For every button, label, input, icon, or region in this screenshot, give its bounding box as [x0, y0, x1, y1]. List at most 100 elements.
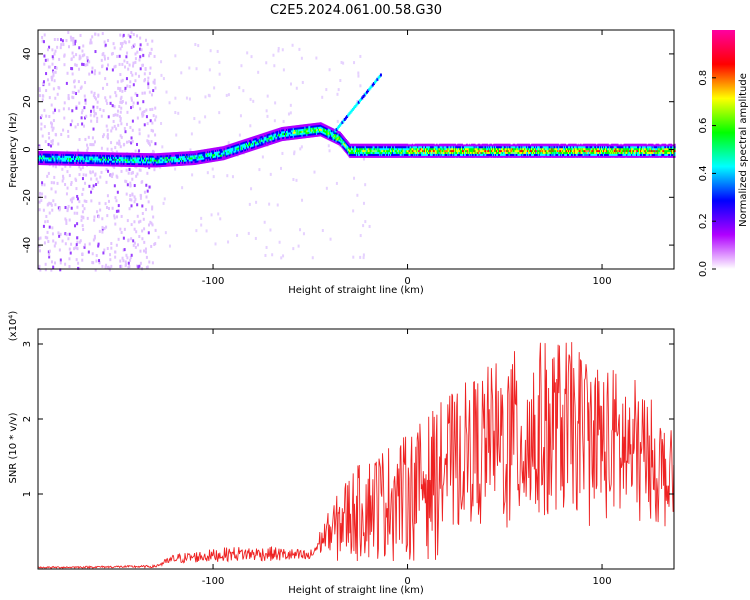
- spectrogram-cell: [387, 147, 389, 151]
- spectrogram-cell: [108, 154, 110, 157]
- spectrogram-cell: [294, 127, 297, 130]
- spectrogram-cell: [437, 155, 440, 158]
- spectrogram-cell: [59, 153, 61, 156]
- spectrogram-cell: [508, 153, 511, 156]
- spectrogram-cell: [540, 155, 543, 158]
- spectrogram-cell: [38, 152, 41, 156]
- spectrogram-cell: [74, 63, 77, 67]
- spectrogram-cell: [480, 141, 483, 145]
- spectrogram-cell: [432, 147, 435, 151]
- spectrogram-cell: [524, 145, 526, 149]
- spectrogram-cell: [507, 145, 510, 149]
- spectrogram-cell: [210, 159, 212, 163]
- spectrogram-cell: [51, 48, 54, 52]
- spectrogram-cell: [532, 151, 534, 155]
- spectrogram-cell: [52, 158, 55, 162]
- spectrogram-cell: [240, 144, 242, 147]
- spectrogram-cell: [105, 161, 107, 165]
- spectrogram-cell: [520, 147, 522, 151]
- spectrogram-cell: [461, 145, 463, 149]
- spectrogram-cell: [431, 155, 434, 158]
- spectrogram-cell: [129, 85, 132, 89]
- spectrogram-cell: [413, 151, 415, 155]
- spectrogram-cell: [456, 147, 458, 151]
- spectrogram-cell: [527, 155, 529, 158]
- spectrogram-cell: [295, 125, 298, 128]
- spectrogram-cell: [452, 145, 454, 149]
- spectrogram-cell: [410, 155, 413, 158]
- spectrogram-cell: [117, 152, 120, 156]
- spectrogram-cell: [69, 153, 71, 157]
- spectrogram-cell: [54, 65, 57, 69]
- spectrogram-cell: [109, 156, 112, 159]
- spectrogram-cell: [109, 154, 112, 157]
- spectrogram-cell: [304, 126, 307, 129]
- spectrogram-cell: [467, 145, 470, 149]
- spectrogram-cell: [498, 155, 501, 158]
- spectrogram-cell: [327, 133, 330, 137]
- spectrogram-cell: [331, 127, 334, 131]
- spectrogram-cell: [263, 220, 266, 224]
- spectrogram-cell: [52, 160, 55, 164]
- spectrogram-cell: [108, 161, 110, 165]
- spectrogram-cell: [351, 145, 353, 149]
- spectrogram-cell: [71, 163, 73, 166]
- spectrogram-cell: [114, 163, 117, 167]
- spectrogram-cell: [423, 143, 425, 147]
- spectrogram-cell: [466, 147, 469, 151]
- spectrogram-cell: [210, 153, 212, 157]
- spectrogram-cell: [54, 160, 57, 164]
- spectrogram-cell: [265, 139, 268, 143]
- spectrogram-cell: [422, 153, 424, 156]
- spectrogram-cell: [293, 129, 296, 132]
- spectrogram-cell: [134, 197, 137, 201]
- spectrogram-cell: [276, 132, 278, 136]
- spectrogram-cell: [549, 153, 552, 156]
- spectrogram-cell: [277, 130, 279, 133]
- spectrogram-cell: [118, 54, 121, 58]
- spectrogram-cell: [46, 156, 49, 160]
- spectrogram-cell: [185, 160, 188, 164]
- spectrogram-cell: [43, 154, 46, 158]
- spectrogram-cell: [433, 149, 436, 153]
- spectrogram-cell: [57, 160, 60, 164]
- spectrogram-cell: [122, 259, 125, 263]
- spectrogram-cell: [130, 154, 132, 158]
- spectrogram-cell: [400, 145, 403, 149]
- spectrogram-cell: [219, 148, 222, 152]
- spectrogram-cell: [197, 44, 200, 48]
- spectrogram-cell: [322, 135, 325, 138]
- spectrogram-cell: [256, 142, 259, 146]
- spectrogram-cell: [166, 158, 168, 161]
- spectrogram-cell: [319, 124, 321, 127]
- spectrogram-cell: [500, 153, 503, 156]
- spectrogram-cell: [345, 144, 347, 148]
- spectrogram-cell: [135, 156, 137, 160]
- spectrogram-cell: [359, 143, 362, 147]
- spectrogram-cell: [518, 147, 521, 151]
- spectrogram-cell: [144, 158, 146, 162]
- spectrogram-cell: [41, 192, 44, 196]
- spectrogram-cell: [487, 151, 489, 155]
- spectrogram-cell: [444, 153, 447, 156]
- spectrogram-cell: [153, 160, 156, 164]
- spectrogram-cell: [475, 157, 478, 160]
- spectrogram-cell: [539, 149, 542, 153]
- spectrogram-cell: [173, 157, 175, 161]
- spectrogram-cell: [554, 145, 556, 149]
- spectrogram-cell: [289, 103, 292, 107]
- spectrogram-cell: [86, 161, 89, 165]
- spectrogram-cell: [90, 143, 93, 147]
- spectrogram-cell: [499, 153, 502, 156]
- spectrogram-cell: [574, 155, 577, 158]
- spectrogram-cell: [104, 161, 106, 165]
- spectrogram-cell: [229, 147, 232, 151]
- spectrogram-cell: [59, 46, 62, 50]
- spectrogram-cell: [449, 143, 451, 147]
- spectrogram-cell: [104, 154, 106, 157]
- spectrogram-cell: [174, 111, 177, 115]
- spectrogram-cell: [433, 145, 436, 149]
- spectrogram-cell: [457, 149, 459, 153]
- spectrogram-cell: [49, 156, 52, 160]
- spectrogram-cell: [563, 155, 565, 158]
